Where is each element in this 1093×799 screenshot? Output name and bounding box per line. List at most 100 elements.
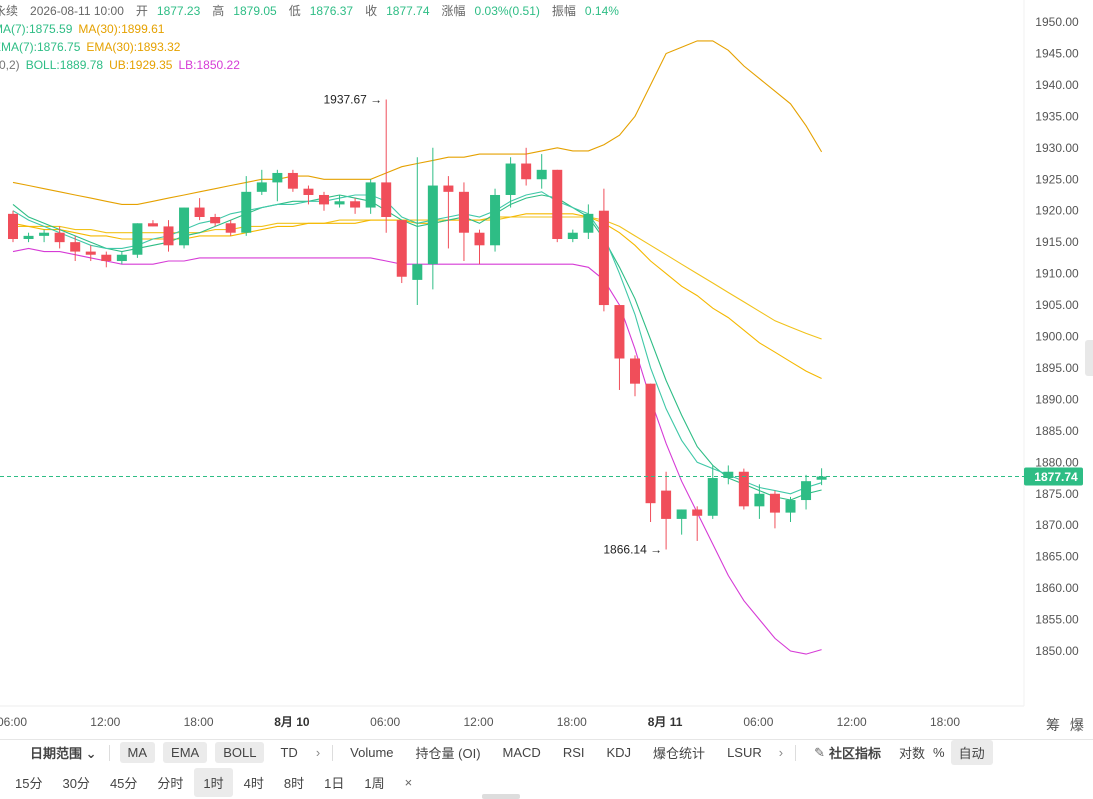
candle[interactable] — [427, 147, 438, 290]
candlestick-chart[interactable]: 1950.00 1945.00 1940.00 1935.00 1930.00 1925.… — [0, 0, 1093, 738]
candle-body — [272, 172, 283, 183]
period-button[interactable]: 1时 — [194, 767, 233, 797]
candle[interactable] — [23, 232, 34, 243]
overlay-more-icon[interactable]: › — [315, 745, 321, 760]
candle[interactable] — [39, 229, 50, 243]
candle[interactable] — [505, 157, 516, 208]
candle[interactable] — [303, 185, 314, 205]
candle[interactable] — [54, 226, 65, 249]
candle[interactable] — [567, 229, 578, 243]
candle[interactable] — [630, 355, 640, 397]
candle[interactable] — [85, 245, 96, 262]
candle[interactable] — [676, 509, 687, 535]
candle[interactable] — [552, 169, 563, 243]
scroll-handle[interactable] — [482, 794, 520, 799]
y-tick-label: 1925.00 — [1035, 172, 1079, 186]
candle[interactable] — [692, 506, 703, 541]
period-button[interactable]: 分时 — [157, 775, 184, 791]
candle[interactable] — [412, 157, 423, 306]
candle[interactable] — [536, 154, 547, 189]
candle[interactable] — [319, 191, 329, 211]
candle[interactable] — [334, 194, 345, 208]
period-button[interactable]: 30分 — [62, 775, 90, 791]
candle[interactable] — [194, 198, 205, 221]
candle[interactable] — [769, 490, 780, 529]
candle[interactable] — [210, 213, 221, 227]
indicator-button[interactable]: Volume — [350, 745, 394, 760]
candle[interactable] — [365, 179, 376, 214]
candle[interactable] — [723, 465, 734, 485]
indicator-button[interactable]: MACD — [502, 745, 541, 760]
candle[interactable] — [754, 484, 765, 519]
candle[interactable] — [350, 198, 361, 214]
series-line-lb — [12, 247, 822, 655]
candle[interactable] — [147, 220, 158, 227]
period-button[interactable]: 15分 — [15, 775, 43, 791]
period-button[interactable]: 45分 — [109, 775, 138, 791]
candle[interactable] — [272, 169, 283, 202]
indicator-button[interactable]: RSI — [562, 745, 585, 760]
candle[interactable] — [241, 176, 252, 236]
overlay-ema-button[interactable]: EMA — [163, 742, 208, 763]
candle[interactable] — [225, 220, 236, 236]
candle[interactable] — [707, 465, 718, 519]
period-button[interactable]: 1日 — [324, 775, 345, 791]
candle[interactable] — [8, 210, 18, 243]
indicator-button[interactable]: KDJ — [606, 745, 632, 760]
period-button[interactable]: 1周 — [364, 775, 385, 791]
ohlc-item: 振幅 0.14% — [552, 4, 625, 18]
indicator-button[interactable]: 持仓量 (OI) — [415, 746, 481, 761]
last-price-label: 1877.74 — [1034, 470, 1078, 484]
candle[interactable] — [738, 468, 749, 510]
candle[interactable] — [443, 176, 454, 249]
candle[interactable] — [474, 229, 485, 265]
candle-body — [801, 481, 812, 501]
close-icon[interactable]: × — [404, 774, 413, 790]
indicator-button[interactable]: 爆仓统计 — [653, 746, 706, 761]
candle[interactable] — [645, 383, 656, 523]
candle[interactable] — [396, 220, 407, 284]
log-scale-toggle[interactable]: 对数 — [899, 746, 926, 761]
candle[interactable] — [661, 471, 672, 550]
overlay-ma-button[interactable]: MA — [119, 742, 156, 763]
community-indicators-button[interactable]: 社区指标 — [829, 746, 882, 761]
candle[interactable] — [132, 223, 143, 258]
candle[interactable] — [163, 220, 174, 252]
candle[interactable] — [801, 474, 812, 510]
indicator-button[interactable]: LSUR — [727, 745, 762, 760]
indicator-more-icon[interactable]: › — [778, 745, 784, 760]
legend-value: 0,2) — [0, 58, 20, 72]
candle-body — [676, 509, 687, 519]
y-tick-label: 1920.00 — [1035, 204, 1079, 218]
candle[interactable] — [116, 251, 127, 265]
date-range-button[interactable]: 日期范围 ⌄ — [0, 743, 103, 762]
period-button[interactable]: 8时 — [283, 775, 305, 791]
candle[interactable] — [785, 496, 796, 523]
candle[interactable] — [256, 169, 267, 195]
candle[interactable] — [101, 251, 112, 268]
candle[interactable] — [521, 147, 532, 186]
candle[interactable] — [598, 188, 609, 312]
candle-body — [458, 191, 469, 233]
side-panel-toggle[interactable] — [1085, 340, 1093, 376]
candle[interactable] — [583, 204, 594, 240]
candle[interactable] — [381, 99, 392, 233]
candle[interactable] — [614, 305, 625, 390]
auto-scale-toggle[interactable]: 自动 — [950, 740, 993, 765]
candle-body — [39, 232, 50, 236]
candle-body — [85, 251, 96, 255]
edit-icon[interactable]: ✎ — [814, 744, 825, 760]
candle[interactable] — [287, 169, 298, 192]
percent-scale-toggle[interactable]: % — [933, 745, 945, 760]
candle[interactable] — [458, 182, 469, 262]
corner-label[interactable]: 筹 爆 — [1046, 717, 1087, 733]
overlay-td-button[interactable]: TD — [280, 745, 298, 760]
candle[interactable] — [179, 207, 190, 249]
candle[interactable] — [490, 188, 501, 252]
overlay-boll-button[interactable]: BOLL — [215, 742, 265, 763]
y-tick-label: 1885.00 — [1035, 424, 1079, 438]
ohlc-item: 涨幅 0.03%(0.51) — [442, 4, 546, 18]
period-list: 15分 30分 45分 分时 1时 4时 8时 1日 1周 — [0, 767, 395, 797]
candle[interactable] — [70, 235, 81, 262]
period-button[interactable]: 4时 — [243, 775, 264, 791]
